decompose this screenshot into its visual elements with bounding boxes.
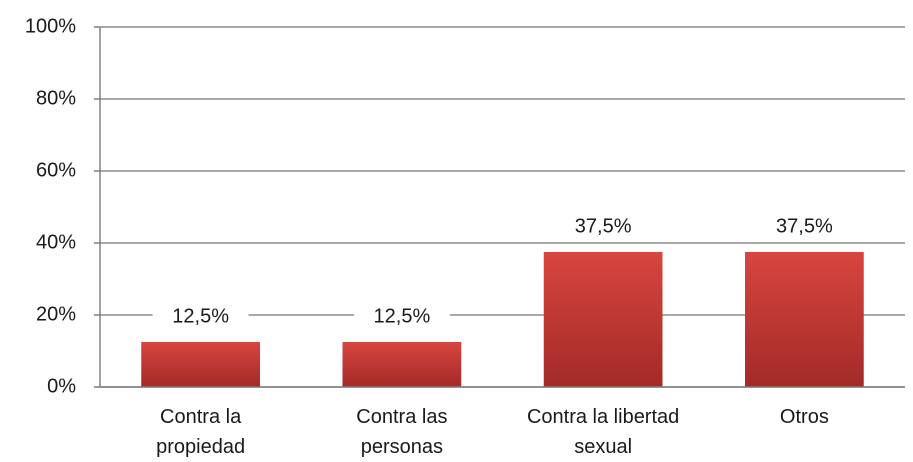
y-tick-label: 100% bbox=[25, 15, 76, 37]
y-tick-label: 20% bbox=[36, 303, 76, 325]
bar bbox=[745, 252, 864, 387]
bar bbox=[141, 342, 260, 387]
label-bg bbox=[555, 213, 652, 241]
y-tick-label: 40% bbox=[36, 231, 76, 253]
data-label: 37,5% bbox=[776, 215, 833, 237]
x-tick-label: Contra las personas bbox=[356, 406, 448, 458]
x-tick-label: Otros bbox=[779, 406, 829, 428]
y-tick-label: 0% bbox=[47, 375, 76, 397]
label-bg bbox=[353, 303, 450, 331]
y-tick-label: 60% bbox=[36, 159, 76, 181]
label-bg bbox=[756, 213, 853, 241]
label-bg bbox=[152, 303, 249, 331]
data-label: 12,5% bbox=[172, 305, 229, 327]
data-label: 37,5% bbox=[575, 215, 632, 237]
bar bbox=[342, 342, 462, 387]
y-tick-label: 80% bbox=[36, 87, 76, 109]
bar bbox=[543, 252, 663, 387]
x-tick-label: Contra la libertad sexual bbox=[526, 406, 680, 458]
data-label: 12,5% bbox=[374, 305, 431, 327]
x-tick-label: Contra la propiedad bbox=[156, 406, 246, 458]
